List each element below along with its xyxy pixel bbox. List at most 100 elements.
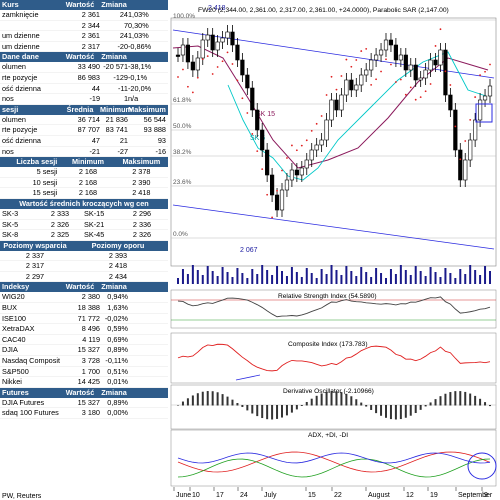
parabolic-sar-dots [177,28,491,219]
dane-cell: -20,0% [128,83,152,93]
oscillator-bar [360,402,363,406]
futures-row: DJIA Futures 15 327 0,89% [0,398,168,409]
price-low-label: 2 067 [240,247,258,254]
sesji-row: ość dzienna 47 21 93 [0,136,168,147]
dane-cell: rte pozycje [2,72,38,82]
sar-dot [345,58,348,61]
sar-dot [489,63,491,66]
oscillator-bar [285,405,288,416]
kursy-cell: um dzienne [2,31,40,41]
oscillator-bar [404,405,407,418]
candle-body [210,34,215,51]
indeksy-cell: 0,01% [107,377,128,387]
liczba-header-cell: Minimum [71,157,104,167]
oscillator-bar [424,405,427,407]
indeksy-cell: Nasdaq Composite [2,356,60,366]
oscillator-bar [241,405,244,408]
volume-bar [266,270,269,284]
sar-dot [429,83,432,85]
fib-label: 61.8% [173,97,192,104]
moving-average-cell: SK-21 [84,219,105,229]
kursy-row: zamknięcie 2 361 24 1,03% [0,10,168,21]
volume-bar [365,272,368,284]
kursy-cell: 2 344 [81,20,100,30]
liczba-cell: 2 168 [78,167,98,177]
rsi-line [177,296,491,318]
indeksy-cell: 4 119 [82,334,100,344]
moving-average-row: SK-8 2 325 SK-45 2 326 [0,230,168,241]
oscillator-bar [454,391,457,406]
oscillator-bar [464,391,467,406]
liczba-header-cell: Maksimum [122,157,161,167]
candle-body [324,119,329,141]
volume-bar [221,267,224,284]
sar-dot [390,63,392,66]
futures-row: sdaq 100 Futures 3 180 0,00% [0,408,168,419]
poziomy-header-cell: Poziomy wsparcia [3,240,67,250]
sar-dot [370,83,373,86]
kursy-cell: -0,86% [128,41,152,51]
sar-dot [281,169,283,172]
indeksy-row: ISE100 71 772 -0,02% [0,314,168,325]
sesji-row: olumen 36 714 21 836 56 544 [0,115,168,126]
poziomy-cell: 2 418 [108,261,128,271]
kursy-cell: 2 317 [81,41,100,51]
fib-label: 50.0% [173,123,192,130]
fib-label: 38.2% [173,149,192,156]
moving-average-cell: 2 326 [50,219,70,229]
sar-dot [182,68,184,71]
oscillator-bar [177,405,179,406]
kursy-cell: 24 [119,10,128,19]
sar-dot [424,90,427,93]
candle-body [388,39,394,46]
x-label: 10 [192,492,200,499]
sar-dot [305,139,308,142]
oscillator-bar [355,399,358,406]
dane-cell: -20 571 [103,62,128,72]
sar-dot [236,79,239,82]
sar-dot [226,51,229,54]
sesji-cell: -16 [155,146,166,156]
volume-bar [281,271,283,284]
dane-header: Dane dane Wartość Zmiana [0,52,168,63]
moving-averages-title-text: Wartość średnich kroczących wg cen zamkn… [19,198,149,218]
indeksy-cell: DJIA [2,345,18,355]
kursy-cell: 1,03% [128,10,149,19]
kursy-cell [0,21,60,31]
candle-body [260,129,265,151]
sar-dot [177,76,179,78]
volume-bar [370,277,373,284]
oscillator-bar [389,405,392,420]
volume-bar [360,267,363,284]
volume-bar [444,268,447,284]
oscillator-bar [394,405,397,420]
sar-dot [276,189,278,192]
sar-dot [340,75,343,77]
candle-body [453,109,458,151]
indeksy-row: Nasdaq Composite 3 728 -0,11% [0,356,168,367]
candle-body [200,39,205,59]
sar-dot [380,70,382,73]
indeksy-cell: S&P500 [2,366,29,376]
indeksy-cell: 0,89% [107,345,128,355]
indeksy-cell: 0,59% [107,324,128,334]
indeksy-cell: BUX [2,303,18,313]
liczba-cell: 10 sesji [32,177,58,187]
sar-dot [211,73,214,75]
dane-cell: ość dzienna [2,83,41,93]
volume-bar [177,278,179,284]
liczba-cell: 15 sesji [32,188,58,198]
candle-body [329,99,334,121]
candle-body [403,54,408,71]
volume-bar [375,268,378,284]
volume-bar [256,274,259,284]
sesji-header-cell: Minimum [100,104,133,114]
composite-index-line [177,343,491,372]
candle-body [373,54,379,61]
candle-body [339,94,344,111]
moving-average-cell: 2 333 [50,208,70,218]
dane-cell: -11 [117,83,128,93]
x-label: July [264,492,277,499]
oscillator-bar [439,396,442,406]
candle-body [190,61,195,71]
